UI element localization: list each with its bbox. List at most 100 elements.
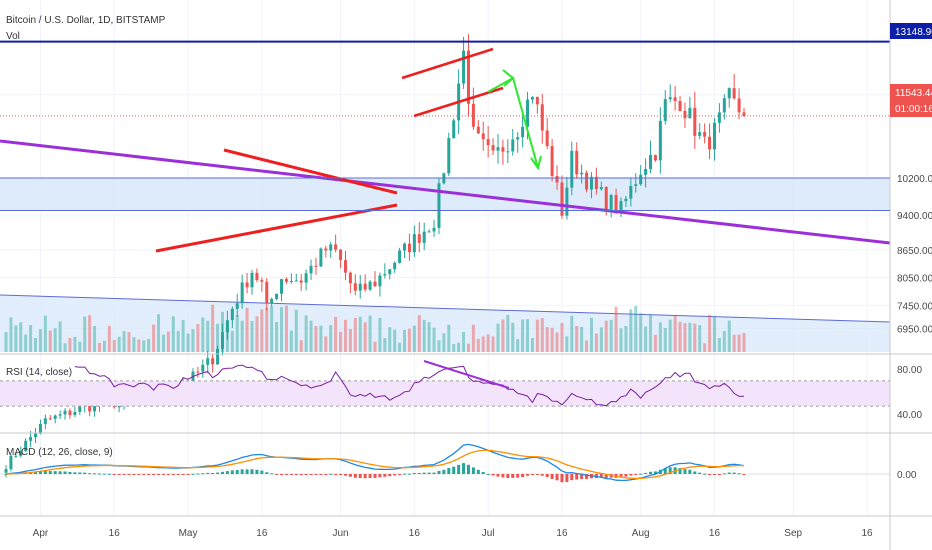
candle[interactable] [658,107,662,174]
candle[interactable] [230,306,234,329]
candle[interactable] [732,73,736,100]
candle[interactable] [201,359,205,378]
candle[interactable] [609,193,613,218]
candle[interactable] [530,96,534,104]
candle[interactable] [68,408,72,419]
candle[interactable] [393,261,397,273]
candle[interactable] [437,177,441,235]
candle[interactable] [319,247,323,267]
candle[interactable] [407,233,411,261]
candle[interactable] [708,123,712,160]
candle[interactable] [211,353,215,373]
candle[interactable] [368,279,372,291]
candle[interactable] [501,139,505,165]
candle[interactable] [196,366,200,378]
candle[interactable] [491,138,495,156]
candle[interactable] [737,88,741,120]
candle[interactable] [299,273,303,291]
candle[interactable] [422,222,426,251]
candle[interactable] [649,140,653,174]
candle[interactable] [644,158,648,188]
candle[interactable] [678,95,682,112]
candle[interactable] [343,250,347,281]
candle[interactable] [398,247,402,264]
candle[interactable] [580,164,584,184]
candle[interactable] [29,430,33,448]
candle[interactable] [378,272,382,297]
long-downtrend-line[interactable] [0,139,891,245]
candle[interactable] [289,273,293,284]
candle[interactable] [265,278,269,311]
candle[interactable] [486,126,490,158]
candle[interactable] [304,269,308,291]
candle[interactable] [717,103,721,133]
rsi-pane[interactable] [0,360,890,407]
candle[interactable] [653,154,657,162]
candle[interactable] [712,117,716,161]
candle[interactable] [521,113,525,148]
macd-pane[interactable] [0,443,890,483]
candle[interactable] [353,274,357,296]
candle[interactable] [624,195,628,208]
candle[interactable] [688,96,692,119]
candle[interactable] [555,165,559,190]
candle[interactable] [668,84,672,103]
candle[interactable] [703,123,707,144]
candle[interactable] [727,87,731,108]
candle[interactable] [225,310,229,340]
candle[interactable] [334,234,338,253]
candle[interactable] [412,225,416,257]
candle[interactable] [34,427,38,444]
candle[interactable] [314,257,318,275]
candle[interactable] [594,167,598,195]
candle[interactable] [481,121,485,151]
candle[interactable] [294,273,298,282]
candle[interactable] [496,133,500,164]
candle[interactable] [48,414,52,421]
candle[interactable] [639,165,643,186]
candle[interactable] [284,277,288,285]
candle[interactable] [722,94,726,120]
candle[interactable] [698,123,702,140]
candle[interactable] [358,275,362,299]
candle[interactable] [565,176,569,220]
candle[interactable] [329,241,333,258]
candle[interactable] [506,139,510,164]
candle[interactable] [4,465,8,478]
triangle-lower-line[interactable] [155,203,398,253]
candle[interactable] [462,36,466,89]
candle[interactable] [216,345,220,365]
candle[interactable] [373,271,377,287]
triangle-upper-line[interactable] [223,148,398,195]
candle[interactable] [240,274,244,309]
candle[interactable] [250,269,254,295]
candle[interactable] [403,242,407,259]
candle[interactable] [38,419,42,435]
candle[interactable] [516,132,520,153]
candle[interactable] [417,222,421,253]
candle[interactable] [663,90,667,125]
candle[interactable] [540,94,544,144]
candle[interactable] [585,170,589,193]
candle[interactable] [383,263,387,279]
channel-upper-line[interactable] [401,47,494,80]
trend-drawings[interactable] [0,40,891,253]
candle[interactable] [683,102,687,128]
candle[interactable] [466,34,470,117]
candle[interactable] [58,410,62,420]
candle[interactable] [9,454,13,472]
channel-lower-line[interactable] [413,86,504,118]
candle[interactable] [599,181,603,191]
candle[interactable] [206,350,210,374]
candle[interactable] [452,118,456,139]
candle[interactable] [447,132,451,177]
candle[interactable] [427,229,431,233]
candle[interactable] [476,119,480,134]
candle[interactable] [339,249,343,269]
candle[interactable] [270,297,274,307]
candle[interactable] [388,268,392,280]
candle[interactable] [619,197,623,217]
candle[interactable] [245,272,249,294]
candle[interactable] [575,142,579,179]
